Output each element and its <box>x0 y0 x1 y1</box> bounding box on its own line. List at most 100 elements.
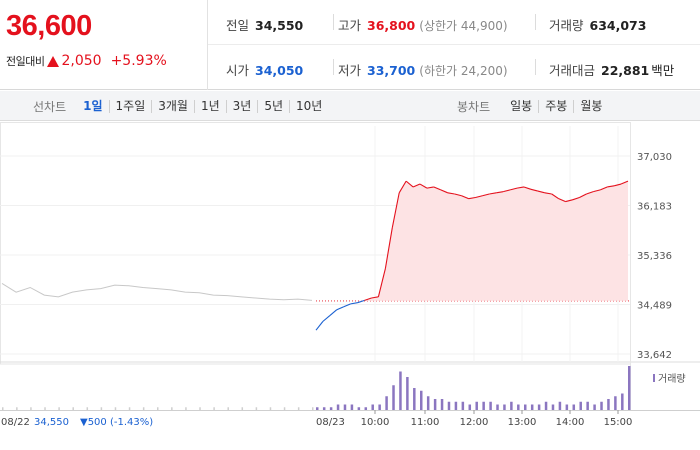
price-segment <box>544 192 552 195</box>
quote-stats: 전일 34,550 고가 36,800 (상한가 44,900) 거래량 634,073… <box>208 0 700 90</box>
volume-bar <box>524 404 527 410</box>
stat-value: 634,073 <box>589 18 647 33</box>
volume-bar <box>128 407 131 410</box>
price-segment <box>433 186 442 191</box>
volume-bar <box>44 407 46 410</box>
price-segment <box>551 193 559 200</box>
volume-bar <box>100 407 103 410</box>
price-segment <box>357 299 365 304</box>
price-summary: 36,600 전일대비 2,050 +5.93% <box>0 0 208 90</box>
price-segment <box>377 268 386 297</box>
volume-bar <box>171 407 173 410</box>
volume-bar <box>329 407 333 410</box>
divider <box>535 59 536 75</box>
stat-label: 저가 <box>338 63 362 78</box>
stat-label: 거래대금 <box>549 63 596 78</box>
period-tab-5y[interactable]: 5년 <box>257 100 289 113</box>
period-tab-3m[interactable]: 3개월 <box>151 100 194 113</box>
stat-value: 34,050 <box>255 63 304 78</box>
x-tick-label: 08/22 <box>1 417 30 428</box>
volume-bar <box>489 401 492 410</box>
volume-bar <box>510 401 513 410</box>
previous-day-line <box>1 282 313 301</box>
lower-limit: (하한가 24,200) <box>419 64 508 78</box>
volume-bar <box>283 407 286 410</box>
volume-bar <box>537 404 541 410</box>
price-chart[interactable]: 37,030 36,183 35,336 34,489 33,642 거래량 08/22 08… <box>0 122 700 450</box>
volume-bar <box>241 407 244 410</box>
line-chart-periods: 선차트 1일 1주일 3개월 1년 3년 5년 10년 <box>33 98 328 115</box>
volume-bar <box>607 399 610 410</box>
price-change: 전일대비 2,050 +5.93% <box>6 53 167 69</box>
candle-tab-monthly[interactable]: 월봉 <box>573 100 608 113</box>
stat-high: 고가 36,800 (상한가 44,900) <box>338 15 508 34</box>
price-segment <box>398 180 407 194</box>
price-segment <box>489 192 497 195</box>
volume-bar <box>255 407 258 410</box>
price-segment <box>613 183 622 187</box>
period-tab-1w[interactable]: 1주일 <box>108 100 152 113</box>
period-tab-3y[interactable]: 3년 <box>225 100 258 113</box>
price-segment <box>579 193 587 198</box>
volume-bar <box>482 401 485 410</box>
x-tick-label: 13:00 <box>508 417 537 428</box>
stat-label: 고가 <box>338 18 362 33</box>
price-segment <box>607 185 615 188</box>
volume-bar <box>378 404 381 410</box>
volume-bar <box>517 404 520 410</box>
volume-bar <box>86 407 89 410</box>
change-percent: +5.93% <box>110 53 167 69</box>
volume-bar <box>336 404 340 410</box>
volume-bar <box>185 407 187 410</box>
x-tick-label: 14:00 <box>556 417 585 428</box>
x-tick-label: 11:00 <box>411 417 440 428</box>
candle-tab-daily[interactable]: 일봉 <box>510 99 533 113</box>
candle-tab-weekly[interactable]: 주봉 <box>538 100 573 113</box>
volume-bar <box>297 407 300 410</box>
price-segment <box>586 191 594 195</box>
current-price: 36,600 <box>6 10 92 42</box>
stat-value: 36,800 <box>367 18 416 33</box>
price-segment <box>496 191 504 194</box>
price-segment <box>461 195 469 200</box>
quote-header: 36,600 전일대비 2,050 +5.93% 전일 34,550 고가 36,8… <box>0 0 700 90</box>
price-segment <box>412 183 421 188</box>
price-segment <box>503 189 511 193</box>
price-segment <box>322 315 331 322</box>
price-segment <box>371 296 379 299</box>
volume-bar <box>593 404 596 410</box>
volume-bar <box>586 401 589 410</box>
volume-bar <box>433 399 437 410</box>
period-tab-1d[interactable]: 1일 <box>83 99 103 113</box>
price-segment <box>509 187 518 191</box>
period-tab-10y[interactable]: 10년 <box>289 100 328 113</box>
volume-bar <box>530 404 534 410</box>
price-segment <box>530 188 539 192</box>
volume-bar <box>572 404 576 410</box>
stat-prev-close: 전일 34,550 <box>226 15 303 34</box>
price-segment <box>336 306 344 311</box>
volume-bar <box>579 401 582 410</box>
previous-change-label: ▼500 (-1.43%) <box>80 417 153 428</box>
volume-bar <box>392 385 395 410</box>
volume-bar <box>614 396 617 410</box>
volume-bar <box>600 401 603 410</box>
price-segment <box>364 297 372 301</box>
volume-bar <box>30 407 32 410</box>
volume-bar <box>399 371 402 410</box>
chart-toolbar: 선차트 1일 1주일 3개월 1년 3년 5년 10년 봉차트 일봉 주봉 월봉 <box>0 91 700 121</box>
volume-bar <box>406 377 409 410</box>
stat-value: 33,700 <box>367 63 416 78</box>
period-tab-1y[interactable]: 1년 <box>193 100 226 113</box>
candle-chart-periods: 봉차트 일봉 주봉 월봉 <box>457 98 608 115</box>
stat-low: 저가 33,700 (하한가 24,200) <box>338 60 508 79</box>
volume-bar <box>468 404 472 410</box>
y-tick-label: 35,336 <box>637 251 672 262</box>
volume-bar <box>199 407 201 410</box>
up-triangle-icon <box>47 55 60 67</box>
divider <box>333 59 334 75</box>
stat-label: 전일 <box>226 18 250 33</box>
price-segment <box>572 196 580 201</box>
volume-bar <box>2 407 4 410</box>
stat-label: 시가 <box>226 63 250 78</box>
